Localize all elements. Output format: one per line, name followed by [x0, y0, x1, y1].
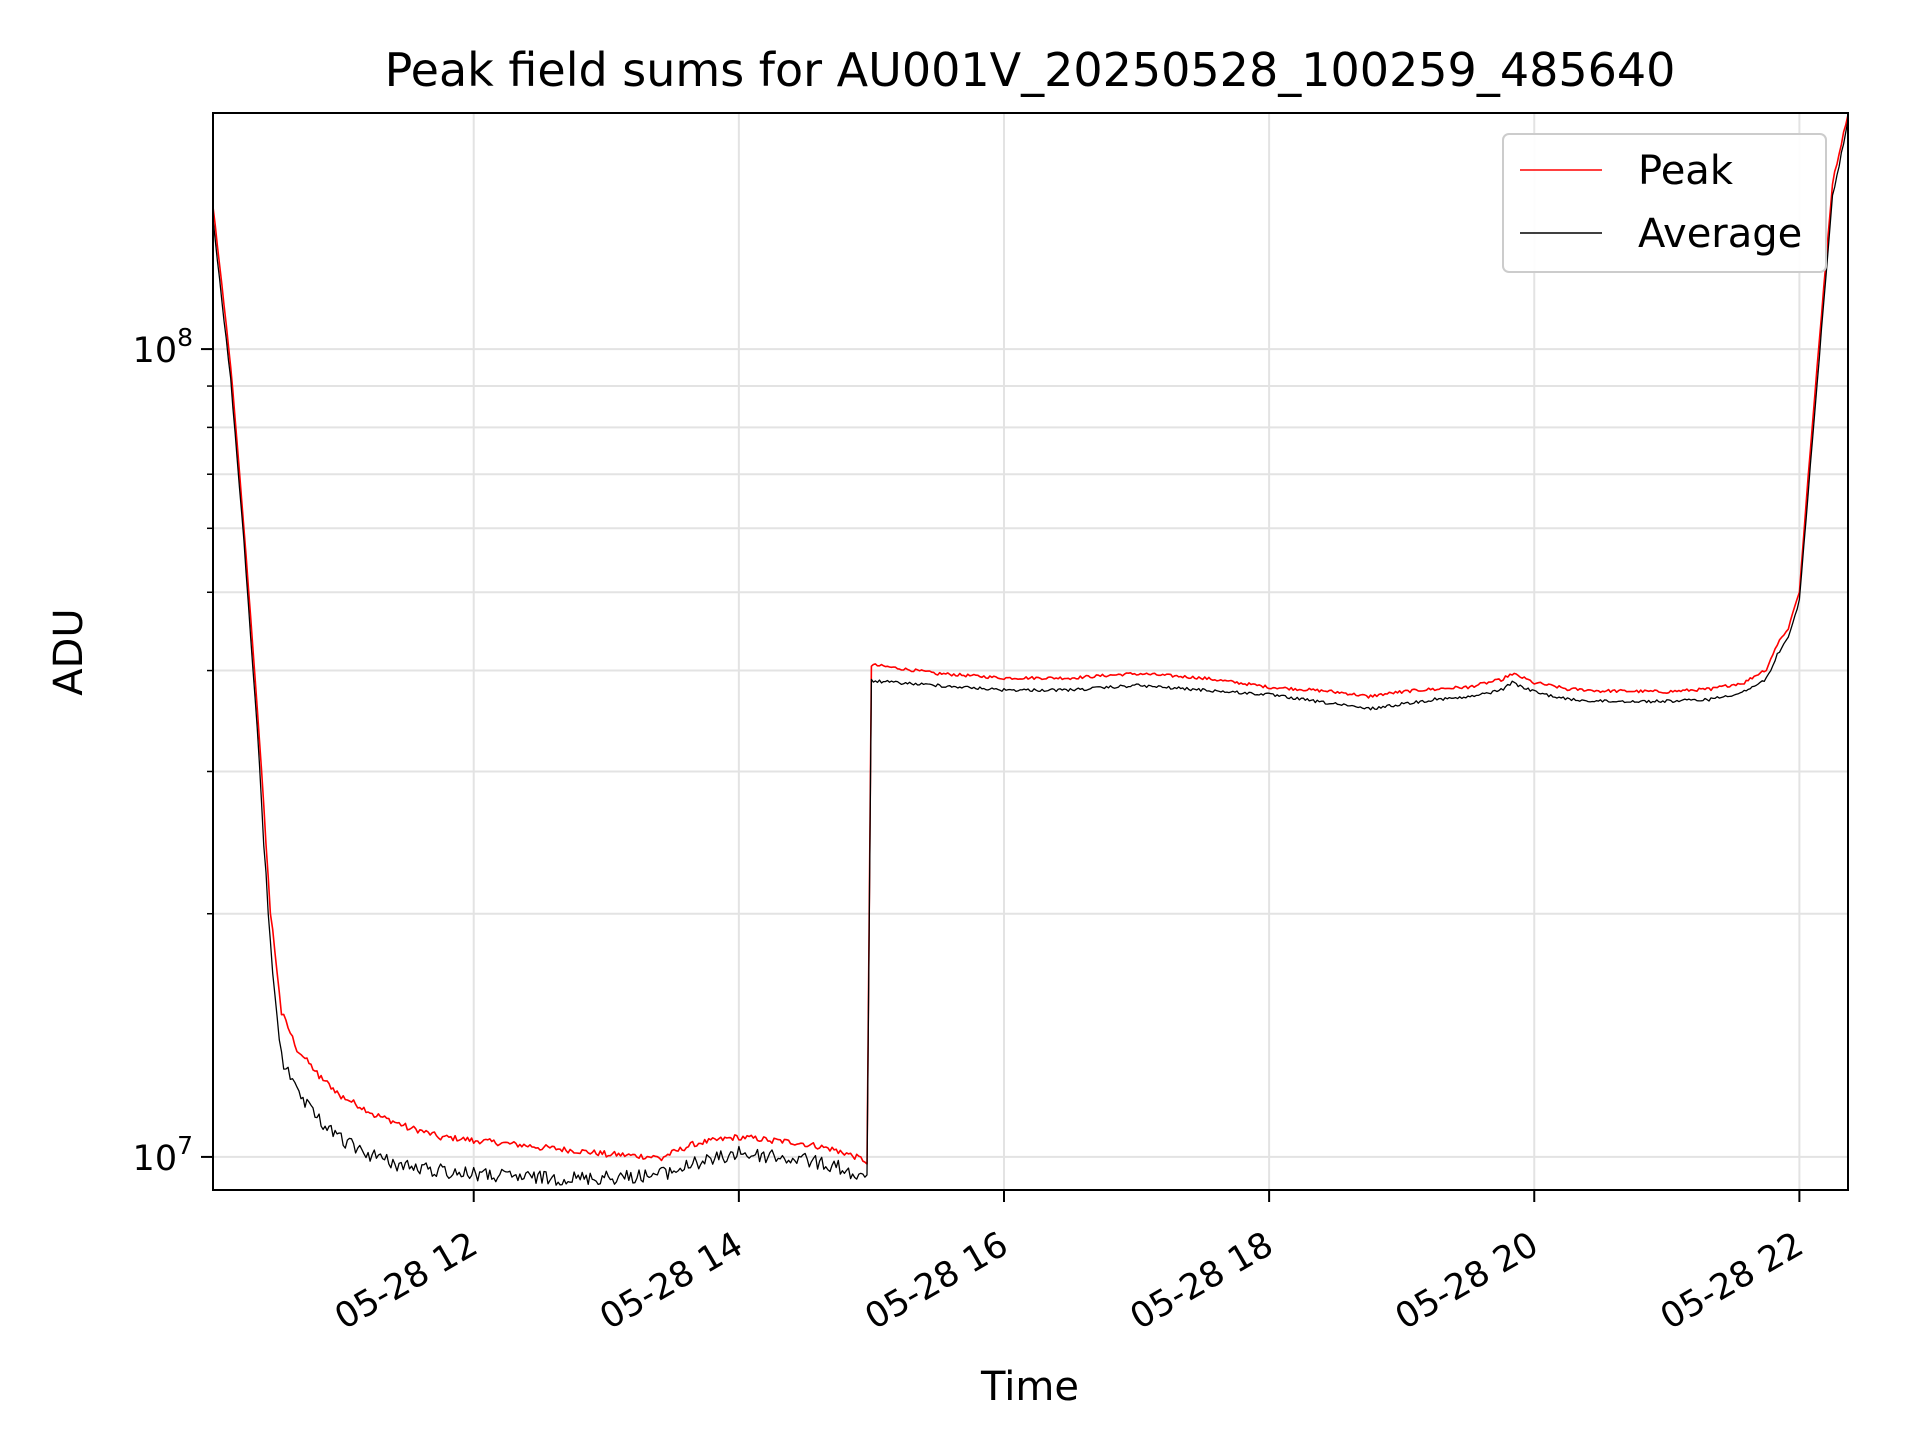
legend: Peak Average	[1502, 133, 1827, 273]
legend-label-peak: Peak	[1638, 148, 1734, 194]
y-tick-label: 108	[133, 323, 193, 371]
series-line-average	[212, 120, 1849, 1186]
chart-title: Peak field sums for AU001V_20250528_1002…	[385, 43, 1676, 97]
series-lines	[212, 114, 1849, 1186]
gridlines	[213, 113, 1848, 1190]
plot-frame	[212, 112, 1849, 1191]
y-axis-ticks: 107 108	[133, 323, 213, 1179]
y-tick-label: 107	[133, 1131, 193, 1179]
legend-box	[1502, 133, 1827, 273]
legend-label-average: Average	[1638, 211, 1802, 257]
y-axis-label: ADU	[46, 608, 92, 695]
x-axis-label: Time	[980, 1364, 1079, 1410]
series-line-peak	[212, 114, 1849, 1165]
